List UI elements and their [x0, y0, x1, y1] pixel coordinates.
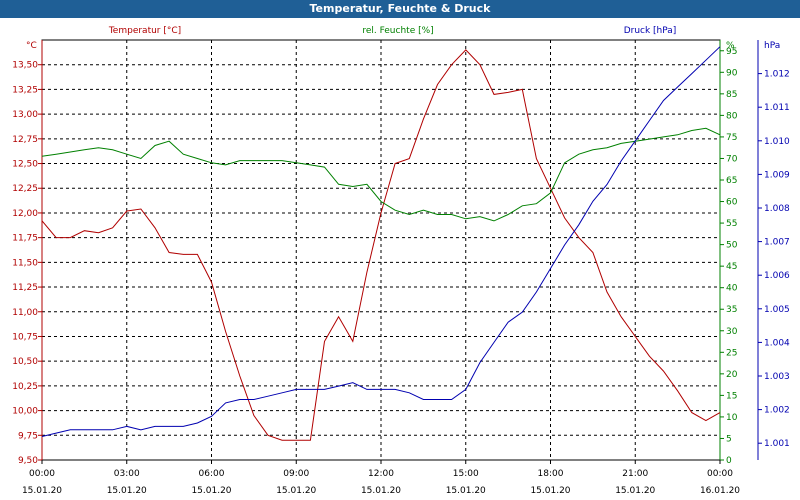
pressure-tick-label: 1.001 [764, 439, 790, 449]
temperature-tick-label: 12,25 [12, 184, 38, 194]
humidity-tick-label: 90 [726, 68, 738, 78]
temperature-tick-label: 9,50 [18, 456, 38, 466]
humidity-tick-label: 30 [726, 327, 738, 337]
x-tick-label-time: 12:00 [368, 469, 394, 479]
humidity-series-line [41, 127, 721, 222]
temperature-axis: 9,50 9,75 10,00 10,25 10,50 10,75 11,00 11,25 11… [12, 61, 42, 466]
temperature-tick-label: 13,50 [12, 61, 38, 71]
pressure-tick-label: 1.005 [764, 305, 790, 315]
x-tick-label-time: 03:00 [114, 469, 140, 479]
pressure-unit-label: hPa [764, 41, 780, 51]
pressure-tick-label: 1.002 [764, 406, 790, 416]
pressure-axis: 1.001 1.002 1.003 1.004 1.005 1.006 1.007 1.008… [757, 40, 790, 460]
x-tick-label-time: 21:00 [622, 469, 648, 479]
x-tick-label-time: 00:00 [707, 469, 733, 479]
temperature-series-label: Temperatur [°C] [108, 26, 181, 36]
pressure-tick-label: 1.011 [764, 103, 790, 113]
x-tick-label-time: 15:00 [453, 469, 479, 479]
axis-headers: °C Temperatur [°C] rel. Feuchte [%] Druck [… [26, 26, 780, 51]
temperature-tick-label: 10,50 [12, 357, 38, 367]
x-tick-label-date: 15.01.20 [446, 486, 486, 496]
humidity-tick-label: 50 [726, 241, 738, 251]
temperature-unit-label: °C [26, 41, 37, 51]
humidity-series-label: rel. Feuchte [%] [362, 26, 433, 36]
temperature-tick-label: 11,00 [12, 308, 38, 318]
temperature-series-line [41, 49, 721, 441]
temperature-tick-label: 10,00 [12, 407, 38, 417]
humidity-tick-label: 20 [726, 370, 738, 380]
temperature-tick-label: 13,25 [12, 85, 38, 95]
pressure-series-label: Druck [hPa] [624, 26, 677, 36]
x-tick-label-date: 15.01.20 [22, 486, 62, 496]
temperature-tick-label: 12,50 [12, 160, 38, 170]
temperature-tick-label: 9,75 [18, 431, 38, 441]
pressure-tick-label: 1.008 [764, 204, 790, 214]
pressure-series-line [41, 46, 721, 437]
pressure-tick-label: 1.010 [764, 137, 790, 147]
x-tick-label-date: 15.01.20 [530, 486, 570, 496]
humidity-tick-label: 60 [726, 198, 738, 208]
humidity-tick-label: 40 [726, 284, 738, 294]
weather-chart: 9,50 9,75 10,00 10,25 10,50 10,75 11,00 11,25 11… [12, 26, 790, 496]
humidity-tick-label: 95 [726, 47, 737, 57]
x-tick-label-time: 00:00 [29, 469, 55, 479]
temperature-tick-label: 11,25 [12, 283, 38, 293]
pressure-tick-label: 1.006 [764, 271, 790, 281]
pressure-tick-label: 1.003 [764, 372, 790, 382]
chart-grid [42, 40, 720, 461]
x-tick-label-time: 18:00 [538, 469, 564, 479]
pressure-tick-label: 1.007 [764, 238, 790, 248]
humidity-tick-label: 85 [726, 90, 737, 100]
humidity-tick-label: 15 [726, 391, 737, 401]
temperature-tick-label: 10,75 [12, 332, 38, 342]
x-tick-label-time: 09:00 [283, 469, 309, 479]
pressure-tick-label: 1.012 [764, 70, 790, 80]
temperature-tick-label: 12,00 [12, 209, 38, 219]
window-title: Temperatur, Feuchte & Druck [0, 0, 800, 18]
humidity-axis: 0 5 10 15 20 25 30 35 40 45 50 55 60 65 70 75 80 85 90 95 [720, 47, 738, 466]
humidity-tick-label: 25 [726, 348, 737, 358]
humidity-tick-label: 35 [726, 305, 737, 315]
temperature-tick-label: 13,00 [12, 110, 38, 120]
x-tick-label-date: 15.01.20 [191, 486, 231, 496]
humidity-unit-label: % [726, 41, 735, 51]
humidity-tick-label: 55 [726, 219, 737, 229]
temperature-tick-label: 11,75 [12, 234, 38, 244]
x-tick-label-date: 15.01.20 [615, 486, 655, 496]
x-tick-label-date: 15.01.20 [276, 486, 316, 496]
humidity-tick-label: 65 [726, 176, 737, 186]
humidity-tick-label: 80 [726, 111, 738, 121]
x-tick-label-date: 16.01.20 [700, 486, 740, 496]
x-tick-label-time: 06:00 [199, 469, 225, 479]
x-tick-label-date: 15.01.20 [361, 486, 401, 496]
humidity-tick-label: 75 [726, 133, 737, 143]
temperature-tick-label: 11,50 [12, 258, 38, 268]
x-tick-label-date: 15.01.20 [107, 486, 147, 496]
humidity-tick-label: 45 [726, 262, 737, 272]
temperature-tick-label: 12,75 [12, 135, 38, 145]
pressure-tick-label: 1.004 [764, 338, 790, 348]
humidity-tick-label: 70 [726, 154, 738, 164]
temperature-tick-label: 10,25 [12, 382, 38, 392]
pressure-tick-label: 1.009 [764, 170, 790, 180]
humidity-tick-label: 0 [726, 456, 732, 466]
humidity-tick-label: 5 [726, 434, 732, 444]
series-lines [41, 46, 721, 441]
humidity-tick-label: 10 [726, 413, 738, 423]
time-axis: 00:00 15.01.20 03:00 15.01.20 06:00 15.01.20 0… [22, 460, 740, 496]
